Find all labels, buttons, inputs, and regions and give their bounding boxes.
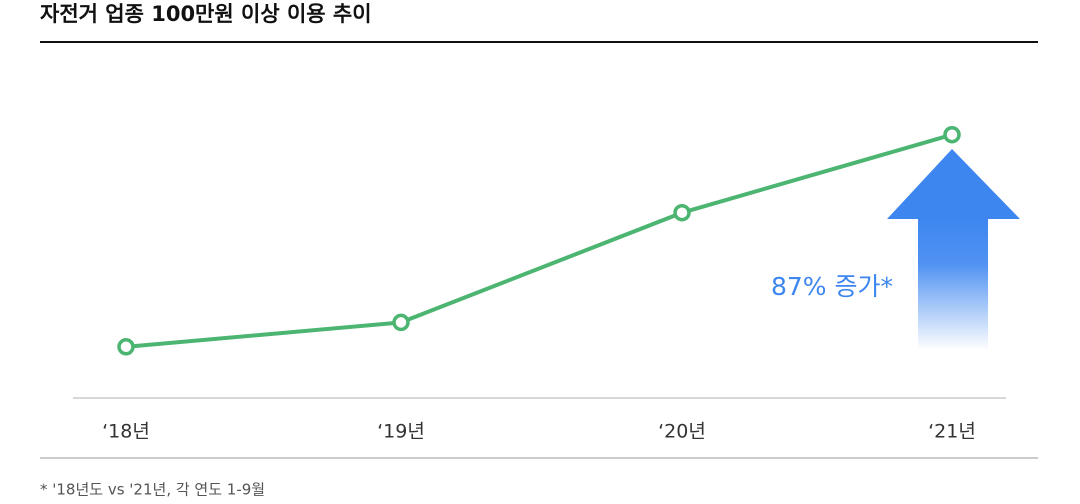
point xyxy=(943,125,961,144)
arrow-head xyxy=(887,149,1020,219)
annotation: 87% 증가* xyxy=(771,272,893,301)
x-tick-label: ‘19년 xyxy=(377,421,425,443)
line xyxy=(125,132,953,349)
point xyxy=(673,203,691,222)
arrow-shaft xyxy=(918,218,988,350)
footnote: * '18년도 vs '21년, 각 연도 1-9월 xyxy=(40,481,265,499)
x-tick-label: ‘20년 xyxy=(658,421,706,443)
x-tick-label: ‘21년 xyxy=(928,421,976,443)
chart-title: 자전거 업종 100만원 이상 이용 추이 xyxy=(40,2,372,26)
x-tick-label: ‘18년 xyxy=(102,421,150,443)
point xyxy=(392,313,410,332)
point xyxy=(117,338,135,356)
